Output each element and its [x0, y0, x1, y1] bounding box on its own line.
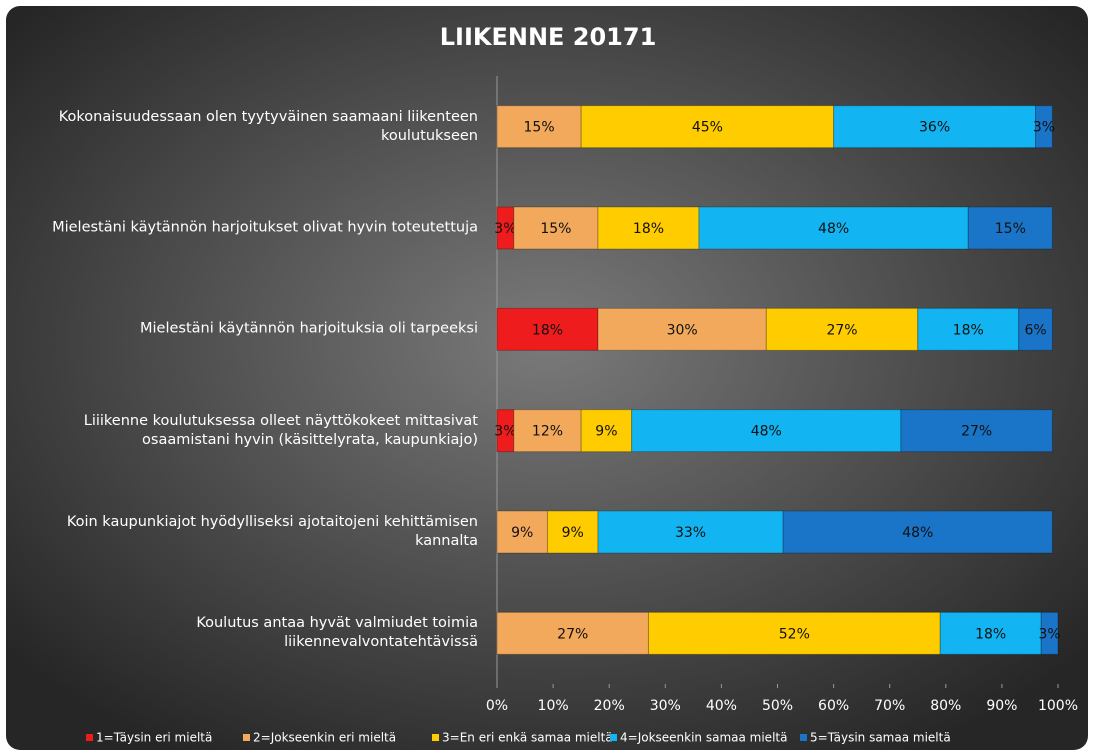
- x-tick-label: 80%: [930, 698, 961, 714]
- bar-segment: [647, 611, 941, 655]
- bar-segment: [939, 611, 1042, 655]
- data-label: 15%: [540, 221, 571, 237]
- y-tick-label: Liiikenne koulutuksessa olleet näyttökok…: [83, 412, 478, 448]
- data-label: 18%: [975, 626, 1006, 642]
- bar-segment: [1018, 307, 1053, 351]
- bar-segment: [900, 409, 1053, 453]
- bar-segment: [580, 105, 835, 149]
- data-label: 3%: [1033, 120, 1055, 136]
- data-label: 15%: [995, 221, 1026, 237]
- data-label: 3%: [494, 221, 516, 237]
- data-label: 45%: [692, 120, 723, 136]
- data-label: 48%: [818, 221, 849, 237]
- bar-segment: [698, 206, 969, 250]
- bar-segment: [833, 105, 1037, 149]
- bar-segment: [1035, 105, 1053, 149]
- x-tick-label: 50%: [762, 698, 793, 714]
- legend-label: 3=En eri enkä samaa mieltä: [442, 731, 613, 745]
- legend-swatch: [86, 734, 93, 741]
- legend-swatch: [243, 734, 250, 741]
- bar-segment: [1040, 611, 1059, 655]
- legend-swatch: [610, 734, 617, 741]
- data-label: 9%: [595, 424, 617, 440]
- data-label: 52%: [779, 626, 810, 642]
- y-tick-label: Mielestäni käytännön harjoituksia oli ta…: [139, 320, 478, 337]
- x-tick-label: 0%: [486, 698, 508, 714]
- y-tick-label: Koin kaupunkiajot hyödylliseksi ajotaito…: [66, 514, 478, 549]
- x-tick-label: 60%: [818, 698, 849, 714]
- x-tick-label: 30%: [650, 698, 681, 714]
- bar-segment: [597, 206, 700, 250]
- chart-title: LIIKENNE 20171: [440, 23, 657, 51]
- y-tick-label: Koulutus antaa hyvät valmiudet toimia li…: [196, 615, 478, 651]
- bar-segment: [765, 307, 919, 351]
- data-label: 18%: [633, 221, 664, 237]
- legend-label: 1=Täysin eri mieltä: [96, 731, 212, 745]
- data-label: 15%: [524, 120, 555, 136]
- data-label: 27%: [557, 626, 588, 642]
- bar-segment: [496, 105, 582, 149]
- bar-segment: [917, 307, 1020, 351]
- bar-segment: [967, 206, 1053, 250]
- x-tick-label: 40%: [706, 698, 737, 714]
- data-label: 27%: [826, 322, 857, 338]
- data-label: 33%: [675, 525, 706, 541]
- bar-segment: [597, 307, 767, 351]
- data-label: 6%: [1024, 322, 1046, 338]
- data-label: 18%: [532, 322, 563, 338]
- data-label: 27%: [961, 424, 992, 440]
- legend-swatch: [432, 734, 439, 741]
- y-tick-label: Kokonaisuudessaan olen tyytyväinen saama…: [58, 108, 478, 144]
- data-label: 30%: [667, 322, 698, 338]
- bar-segment: [496, 307, 599, 351]
- x-tick-label: 20%: [594, 698, 625, 714]
- legend-label: 4=Jokseenkin samaa mieltä: [620, 731, 787, 745]
- x-tick-label: 100%: [1038, 698, 1078, 714]
- data-label: 3%: [1038, 626, 1060, 642]
- legend-swatch: [800, 734, 807, 741]
- bar-segment: [580, 409, 633, 453]
- bar-segment: [513, 206, 599, 250]
- data-label: 48%: [902, 525, 933, 541]
- bar-segment: [513, 409, 582, 453]
- data-label: 12%: [532, 424, 563, 440]
- data-label: 9%: [562, 525, 584, 541]
- x-tick-label: 90%: [986, 698, 1017, 714]
- legend-label: 5=Täysin samaa mieltä: [810, 731, 951, 745]
- data-label: 9%: [511, 525, 533, 541]
- bar-segment: [496, 611, 649, 655]
- data-label: 3%: [494, 424, 516, 440]
- data-label: 18%: [953, 322, 984, 338]
- data-label: 36%: [919, 120, 950, 136]
- chart-background: [6, 6, 1088, 750]
- bar-segment: [631, 409, 902, 453]
- x-tick-label: 70%: [874, 698, 905, 714]
- bar-segment: [597, 510, 784, 554]
- data-label: 48%: [751, 424, 782, 440]
- y-tick-label: Mielestäni käytännön harjoitukset olivat…: [52, 219, 478, 236]
- legend-label: 2=Jokseenkin eri mieltä: [253, 731, 396, 745]
- x-tick-label: 10%: [538, 698, 569, 714]
- bar-segment: [782, 510, 1053, 554]
